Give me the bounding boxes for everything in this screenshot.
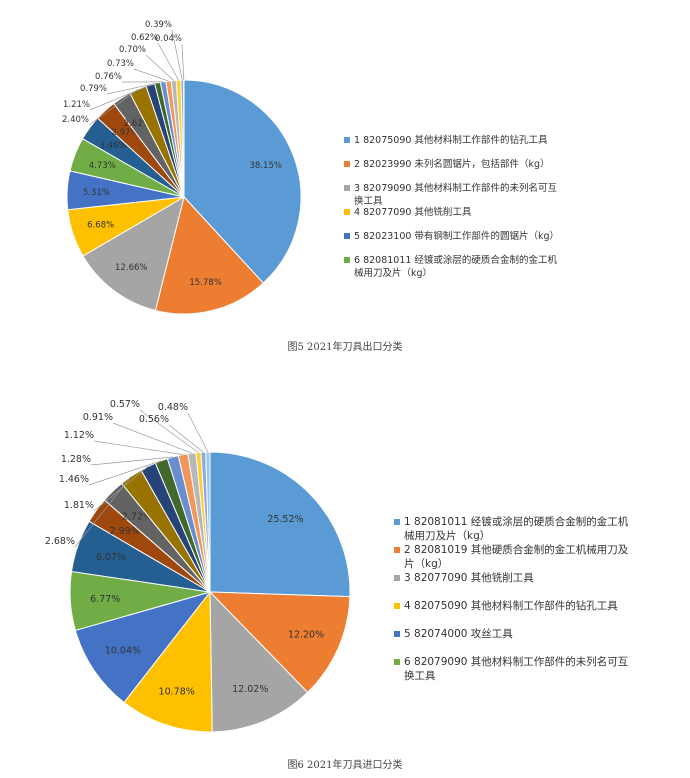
- legend-entry: 3 82077090 其他铣削工具: [404, 571, 534, 584]
- leader-line: [145, 54, 174, 81]
- legend-entry-cont: 械用刀及片（kg）: [404, 529, 490, 542]
- legend-swatch: [394, 547, 400, 553]
- data-label: 0.04%: [155, 34, 182, 44]
- legend-entry-cont: 换工具: [404, 669, 436, 682]
- pie-slice: [82, 195, 185, 312]
- data-label: 2.68%: [45, 536, 75, 547]
- legend-entry-cont: 械用刀及片（kg）: [354, 267, 432, 279]
- pie-chart-2: 25.52% 12.20% 12.02% 10.78% 10.04% 6.77% 6.07%…: [45, 399, 351, 733]
- data-label: 2.62%: [124, 119, 151, 129]
- leader-line: [181, 43, 185, 81]
- leader-line: [90, 456, 173, 466]
- pie-slice: [154, 195, 264, 315]
- data-label: 25.52%: [267, 514, 303, 525]
- legend-entry: 1 82081011 经镀或涂层的硬质合金制的金工机: [404, 515, 629, 528]
- leader-line: [171, 29, 183, 81]
- legend-swatch: [344, 161, 350, 167]
- data-label: 12.02%: [232, 684, 268, 695]
- leader-line: [89, 84, 151, 111]
- leader-line: [93, 466, 149, 512]
- data-label: 2.72%: [122, 512, 152, 523]
- data-label: 5.31%: [83, 188, 110, 198]
- legend-swatch: [394, 603, 400, 609]
- pie-slice: [205, 451, 211, 593]
- legend-swatch: [394, 659, 400, 665]
- legend-swatch: [344, 209, 350, 215]
- data-label: 0.39%: [145, 20, 172, 30]
- legend-entry: 6 82079090 其他材料制工作部件的未列名可互: [404, 655, 628, 668]
- data-label: 38.15%: [250, 161, 282, 171]
- data-label: 2.40%: [62, 115, 89, 125]
- pie-slice: [208, 591, 351, 694]
- data-label: 2.97%: [111, 128, 138, 138]
- pie-slice: [123, 590, 213, 733]
- data-label: 4.73%: [89, 161, 116, 171]
- leader-line: [187, 412, 209, 453]
- chart2-caption: 图6 2021年刀具进口分类: [287, 760, 403, 771]
- data-label: 10.78%: [159, 687, 195, 698]
- leader-line: [168, 424, 204, 453]
- data-label: 0.57%: [110, 399, 140, 410]
- data-label: 1.12%: [64, 430, 94, 441]
- data-label: 1.81%: [64, 500, 94, 511]
- legend-swatch: [344, 233, 350, 239]
- legend-entry-cont: 换工具: [354, 195, 383, 207]
- legend-entry: 4 82075090 其他材料制工作部件的钻孔工具: [404, 599, 618, 612]
- legend-entry: 2 82081019 其他硬质合金制的金工机械用刀及: [404, 543, 629, 556]
- legend-1: 1 82075090 其他材料制工作部件的钻孔工具 2 82023990 未列名圆…: [344, 134, 559, 279]
- data-label: 0.62%: [131, 33, 158, 43]
- legend-entry: 5 82074000 攻丝工具: [404, 627, 513, 640]
- legend-swatch: [344, 185, 350, 191]
- data-label: 15.78%: [189, 278, 221, 288]
- data-label: 0.70%: [119, 45, 146, 55]
- leader-line: [139, 409, 199, 453]
- chart1-caption: 图5 2021年刀具出口分类: [287, 342, 403, 353]
- pie-slice: [209, 590, 309, 733]
- data-label: 1.46%: [59, 474, 89, 485]
- leader-line: [88, 89, 139, 126]
- leader-line: [88, 460, 162, 486]
- data-label: 0.73%: [107, 59, 134, 69]
- data-label: 6.77%: [90, 594, 120, 605]
- legend-swatch: [394, 631, 400, 637]
- data-label: 0.79%: [80, 84, 107, 94]
- legend-entry: 5 82023100 带有钢制工作部件的圆锯片（kg）: [354, 230, 559, 242]
- legend-entry: 2 82023990 未列名圆锯片，包括部件（kg）: [354, 158, 549, 170]
- data-label: 0.91%: [83, 412, 113, 423]
- leader-line: [112, 422, 193, 454]
- pie-slice: [74, 591, 212, 704]
- data-label: 1.28%: [61, 454, 91, 465]
- data-label: 6.07%: [96, 552, 126, 563]
- data-label: 3.46%: [100, 141, 127, 151]
- legend-swatch: [394, 519, 400, 525]
- legend-swatch: [344, 257, 350, 263]
- data-label: 0.48%: [158, 402, 188, 413]
- legend-entry-cont: 片（kg）: [404, 557, 448, 570]
- data-label: 12.20%: [288, 629, 324, 640]
- legend-swatch: [394, 575, 400, 581]
- legend-entry: 4 82077090 其他铣削工具: [354, 206, 472, 218]
- data-label: 2.99%: [110, 526, 140, 537]
- legend-swatch: [344, 137, 350, 143]
- leader-line: [157, 42, 179, 81]
- legend-entry: 3 82079090 其他材料制工作部件的未列名可互: [354, 182, 557, 194]
- legend-entry: 1 82075090 其他材料制工作部件的钻孔工具: [354, 134, 548, 146]
- data-label: 0.56%: [139, 414, 169, 425]
- pie-slice: [183, 79, 302, 284]
- pie-slice: [209, 451, 351, 598]
- leader-line: [93, 440, 184, 455]
- leader-line: [106, 82, 158, 95]
- data-label: 0.76%: [95, 72, 122, 82]
- data-label: 6.68%: [87, 220, 114, 230]
- legend-entry: 6 82081011 经镀或涂层的硬质合金制的金工机: [354, 254, 557, 266]
- data-label: 10.04%: [105, 646, 141, 657]
- pie-chart-1: 38.15% 15.78% 12.66% 6.68% 5.31% 4.73% 3.46% 2.…: [62, 20, 302, 315]
- leader-line: [133, 68, 169, 82]
- data-label: 12.66%: [115, 263, 147, 273]
- data-label: 1.21%: [63, 100, 90, 110]
